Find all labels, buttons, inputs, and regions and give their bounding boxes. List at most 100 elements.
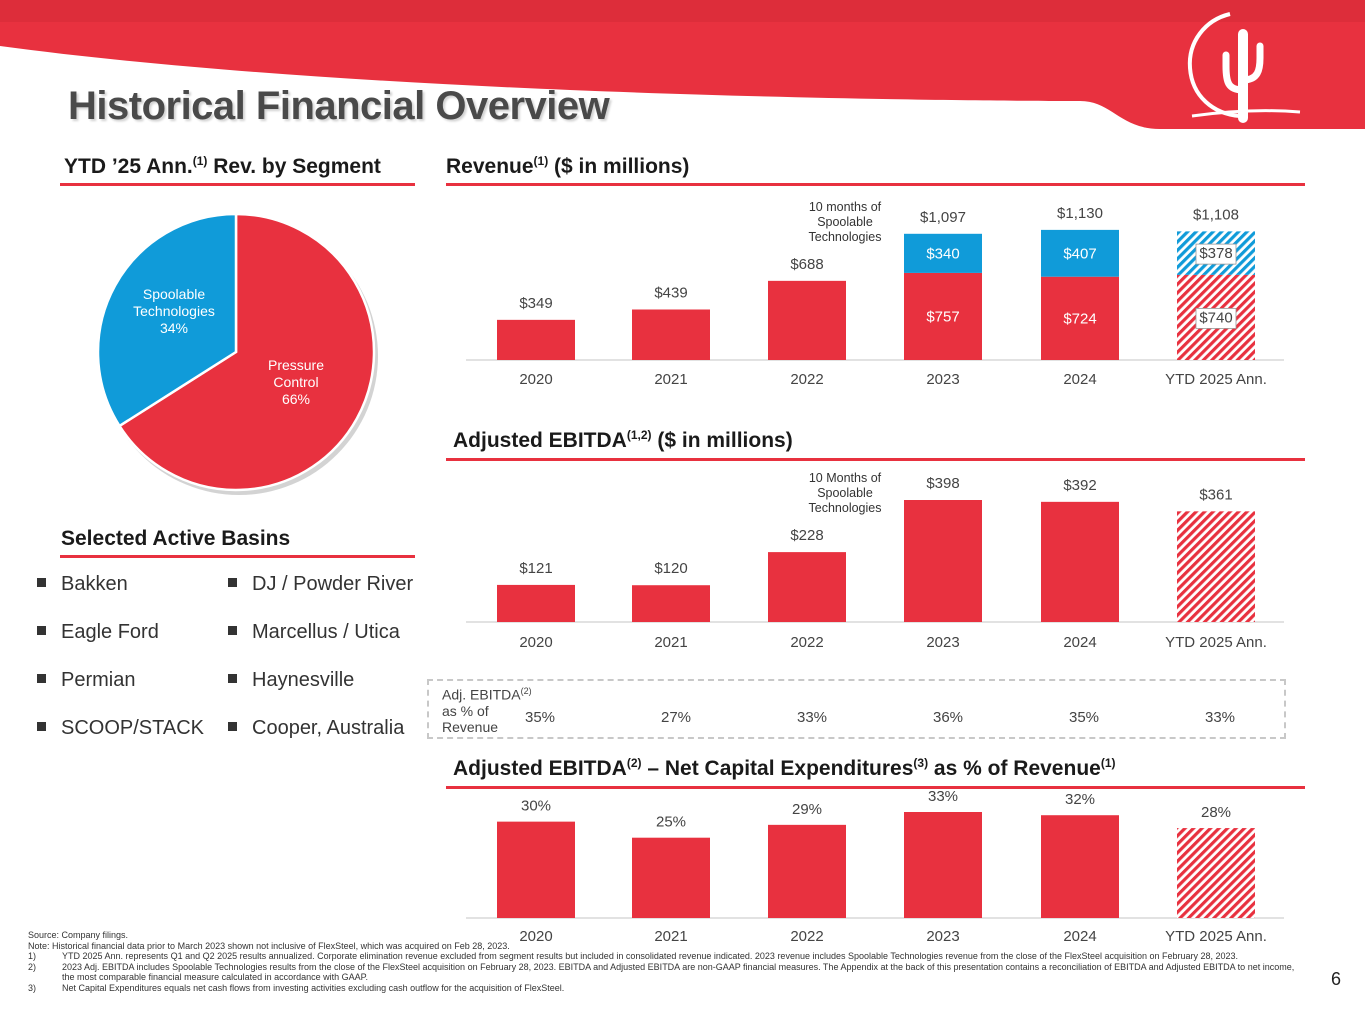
revenue-segment-label: $340 — [926, 245, 959, 262]
ebitda-margin-label: Adj. EBITDA(2) as % of Revenue — [442, 686, 532, 735]
capex-pct-label: 32% — [1065, 791, 1095, 808]
ebitda-value-label: $120 — [654, 560, 687, 577]
x-tick-label: 2023 — [926, 928, 959, 945]
revenue-segment-label: $724 — [1063, 310, 1096, 327]
ebitda-margin-value: 35% — [1069, 709, 1100, 726]
basin-item: Permian — [37, 669, 135, 692]
pie-slice-label: 34% — [160, 320, 188, 336]
ebitda-bar — [632, 585, 710, 622]
capex-pct-label: 25% — [656, 814, 686, 831]
revenue-total-label: $688 — [790, 256, 823, 273]
x-tick-label: 2022 — [790, 928, 823, 945]
x-tick-label: 2024 — [1063, 371, 1096, 388]
capex-pct-bar — [904, 812, 982, 918]
footnote-text: 2023 Adj. EBITDA includes Spoolable Tech… — [62, 961, 1295, 983]
annotation-text: Technologies — [809, 501, 882, 515]
ebitda-margin-value: 27% — [661, 709, 692, 726]
pie-section-rule — [60, 183, 415, 186]
pie-slice-label: Pressure — [268, 357, 324, 373]
revenue-segment-label: $378 — [1199, 245, 1232, 262]
ebitda-value-label: $361 — [1199, 486, 1232, 503]
revenue-total-label: $349 — [519, 295, 552, 312]
annotation-text: Spoolable — [817, 215, 873, 229]
footnote-text: Net Capital Expenditures equals net cash… — [62, 982, 565, 993]
cactus-logo — [1187, 12, 1301, 123]
x-tick-label: 2020 — [519, 634, 552, 651]
basin-item: Bakken — [37, 573, 128, 596]
annotation-text: 10 months of — [809, 200, 882, 214]
capex-pct-label: 28% — [1201, 804, 1231, 821]
footnote-row: 2) 2023 Adj. EBITDA includes Spoolable Te… — [28, 962, 1298, 983]
ebitda-section-rule — [446, 458, 1305, 461]
revenue-bar-spoolable — [904, 233, 982, 273]
basin-item: Eagle Ford — [37, 621, 159, 644]
header-band — [0, 0, 1365, 129]
revenue-bar-spoolable — [1041, 229, 1119, 277]
pie-slice-label: 66% — [282, 391, 310, 407]
page-number: 6 — [1331, 969, 1342, 989]
x-tick-label: 2020 — [519, 371, 552, 388]
revenue-bar-pressure-control — [768, 280, 846, 360]
revenue-segment-label: $740 — [1199, 309, 1232, 326]
capex-pct-bar — [497, 821, 575, 918]
page-title: Historical Financial Overview — [68, 84, 610, 128]
x-tick-label: 2020 — [519, 928, 552, 945]
x-tick-label: 2021 — [654, 928, 687, 945]
x-tick-label: 2022 — [790, 634, 823, 651]
x-tick-label: 2023 — [926, 371, 959, 388]
revenue-total-label: $1,130 — [1057, 205, 1103, 222]
pie-slice-spoolable-technologies — [96, 212, 238, 428]
pie-slice-label: Technologies — [133, 303, 215, 319]
revenue-bar-chart: $349 $439 $688 $757 $340 $1,097 $724 $407 $1,130… — [466, 200, 1284, 388]
ebitda-margin-value: 33% — [1205, 709, 1236, 726]
pie-slice-pressure-control — [117, 212, 376, 492]
footnote-number: 3) — [28, 982, 37, 993]
footnote-row: 3) Net Capital Expenditures equals net ca… — [28, 983, 1298, 994]
capex-pct-bar — [632, 837, 710, 918]
revenue-total-label: $439 — [654, 284, 687, 301]
ebitda-bar — [1041, 501, 1119, 622]
x-tick-label: 2022 — [790, 371, 823, 388]
pie-slice-label: Control — [273, 374, 318, 390]
capex-pct-bar — [768, 824, 846, 918]
basin-item: Haynesville — [228, 669, 354, 692]
annotation-text: Spoolable — [817, 486, 873, 500]
capex-pct-bar — [1041, 815, 1119, 918]
footnote-row: Source: Company filings. — [28, 930, 129, 940]
basin-item: DJ / Powder River — [228, 573, 413, 596]
annotation-text: 10 Months of — [809, 471, 882, 485]
basins-rule — [60, 555, 415, 558]
ebitda-section-title: Adjusted EBITDA(1,2) ($ in millions) — [453, 428, 793, 452]
revenue-total-label: $1,097 — [920, 209, 966, 226]
x-tick-label: 2023 — [926, 634, 959, 651]
ebitda-value-label: $398 — [926, 475, 959, 492]
footnote-text: YTD 2025 Ann. represents Q1 and Q2 2025 … — [62, 951, 1239, 962]
x-tick-label: 2021 — [654, 634, 687, 651]
capex-pct-label: 33% — [928, 788, 958, 805]
ebitda-bar — [497, 584, 575, 622]
x-tick-label: YTD 2025 Ann. — [1165, 928, 1267, 945]
ebitda-margin-value: 33% — [797, 709, 828, 726]
pie-slice-label: Spoolable — [143, 286, 205, 302]
footnote-row: Note: Historical financial data prior to… — [28, 940, 510, 951]
x-tick-label: YTD 2025 Ann. — [1165, 634, 1267, 651]
x-tick-label: 2021 — [654, 371, 687, 388]
ebitda-margin-value: 35% — [525, 709, 556, 726]
basins-title: Selected Active Basins — [61, 527, 291, 550]
footnote-number: 2) — [28, 961, 37, 972]
ebitda-bar — [1177, 511, 1255, 622]
ebitda-value-label: $392 — [1063, 477, 1096, 494]
x-tick-label: 2024 — [1063, 634, 1096, 651]
capex-pct-label: 30% — [521, 798, 551, 815]
adj-ebitda-bar-chart: $121 $120 $228 $398 $392 $361 2020 2021 2022 2023… — [466, 471, 1284, 651]
x-tick-label: 2024 — [1063, 928, 1096, 945]
footnotes: Source: Company filings. Note: Historical… — [28, 930, 1298, 994]
annotation-text: Technologies — [809, 230, 882, 244]
revenue-segment-label: $757 — [926, 308, 959, 325]
revenue-section-rule — [446, 183, 1305, 186]
ebitda-less-capex-bar-chart: 30% 25% 29% 33% 32% 28% 2020 2021 2022 2023 2024 YT… — [466, 788, 1284, 945]
revenue-section-title: Revenue(1) ($ in millions) — [446, 154, 690, 178]
revenue-bar-pressure-control — [497, 319, 575, 360]
capex-section-title: Adjusted EBITDA(2) – Net Capital Expendi… — [453, 756, 1116, 780]
capex-pct-label: 29% — [792, 801, 822, 818]
